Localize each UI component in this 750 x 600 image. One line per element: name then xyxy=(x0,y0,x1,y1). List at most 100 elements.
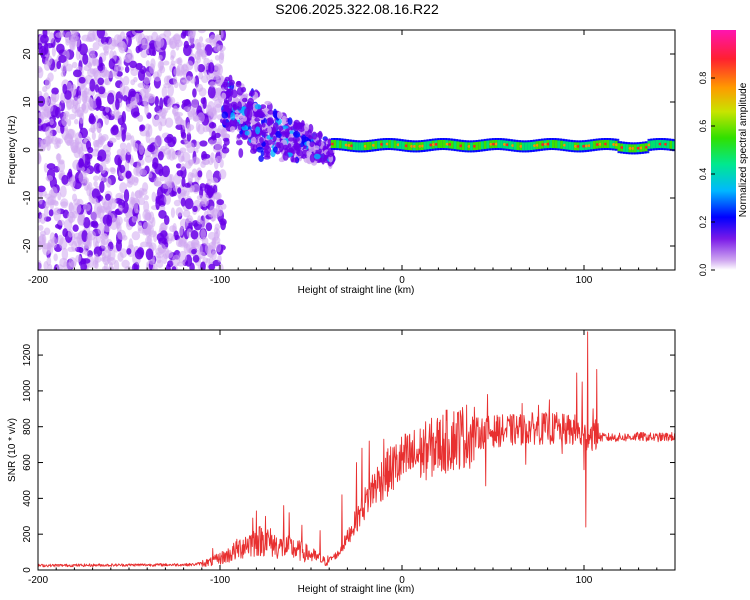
spectrogram-transition-blob xyxy=(301,153,307,159)
spectrogram-noise-blob xyxy=(71,30,78,37)
spectrogram-carrier-body xyxy=(369,141,374,150)
spectrogram-noise-blob xyxy=(118,204,123,211)
spectrogram-noise-blob xyxy=(57,138,63,145)
spectrogram-noise-blob xyxy=(107,248,116,261)
spectrogram-transition-blob xyxy=(292,136,300,143)
spectrogram-carrier-body xyxy=(341,140,347,149)
spectrogram-noise-blob xyxy=(207,231,217,240)
spectrogram-carrier-body xyxy=(500,140,505,149)
spectrogram-noise-blob xyxy=(175,124,184,130)
spectrogram-noise-blob xyxy=(87,30,96,42)
spectrogram-noise-blob xyxy=(47,109,52,119)
spectrogram-noise-blob xyxy=(211,250,217,261)
spectrogram-noise-blob xyxy=(184,198,194,210)
spectrogram-noise-blob xyxy=(175,163,182,169)
spectrogram-noise-blob xyxy=(129,60,138,69)
spectrogram-noise-blob xyxy=(192,254,200,263)
spectrogram-y-axis-label: Frequency (Hz) xyxy=(7,116,18,185)
spectrogram-noise-blob xyxy=(219,158,224,168)
spectrogram-carrier-body xyxy=(549,140,554,149)
spectrogram-noise-blob xyxy=(43,261,49,270)
spectrogram-noise-blob xyxy=(165,263,171,270)
spectrogram-noise-blob xyxy=(110,125,119,136)
spectrogram-noise-blob xyxy=(155,115,161,121)
spectrogram-noise-blob xyxy=(116,71,123,77)
spectrogram-carrier-body xyxy=(333,140,339,149)
spectrogram-noise-blob xyxy=(106,214,113,227)
spectrogram-noise-blob xyxy=(145,212,152,222)
spectrogram-noise-blob xyxy=(93,122,100,130)
snr-x-tick-label: -200 xyxy=(28,575,48,586)
spectrogram-noise-blob xyxy=(59,185,67,198)
spectrogram-noise-blob xyxy=(67,229,73,238)
colorbar-tick-label: 0.2 xyxy=(698,216,708,229)
spectrogram-noise-blob xyxy=(154,76,161,82)
spectrogram-noise-blob xyxy=(84,249,89,256)
spectrogram-noise-blob xyxy=(138,197,146,206)
spectrogram-noise-blob xyxy=(44,77,51,90)
spectrogram-noise-blob xyxy=(48,32,55,44)
spectrogram-carrier-body xyxy=(622,143,628,152)
spectrogram-noise-blob xyxy=(209,81,217,88)
spectrogram-noise-blob xyxy=(72,69,82,78)
spectrogram-noise-blob xyxy=(160,230,168,238)
spectrogram-noise-blob xyxy=(101,197,106,206)
spectrogram-noise-blob xyxy=(144,85,149,99)
spectrogram-noise-blob xyxy=(113,260,120,270)
spectrogram-carrier-body xyxy=(464,142,470,151)
spectrogram-carrier-body xyxy=(470,142,475,151)
spectrogram-carrier-body xyxy=(360,142,366,151)
spectrogram-noise-blob xyxy=(170,207,176,218)
spectrogram-noise-blob xyxy=(83,96,93,102)
spectrogram-noise-blob xyxy=(111,197,117,204)
spectrogram-transition-blob xyxy=(239,118,244,125)
spectrogram-carrier-body xyxy=(560,140,565,149)
spectrogram-noise-blob xyxy=(145,60,150,68)
spectrogram-carrier-body xyxy=(478,141,483,150)
spectrogram-noise-blob xyxy=(104,78,109,85)
spectrogram-transition-blob xyxy=(258,155,264,163)
spectrogram-carrier-body xyxy=(415,142,420,151)
spectrogram-noise-blob xyxy=(75,141,84,155)
spectrogram-noise-blob xyxy=(67,211,76,223)
snr-y-tick-label: 1000 xyxy=(22,379,33,402)
spectrogram-noise-blob xyxy=(144,103,149,116)
colorbar-tick-label: 0.0 xyxy=(698,264,708,277)
spectrogram-noise-blob xyxy=(60,92,65,104)
spectrogram-transition-blob xyxy=(241,97,248,103)
spectrogram-noise-blob xyxy=(61,247,69,261)
spectrogram-carrier-body xyxy=(516,142,521,151)
spectrogram-noise-blob xyxy=(205,37,214,44)
spectrogram-noise-blob xyxy=(108,58,116,70)
spectrogram-noise-blob xyxy=(206,257,211,264)
spectrogram-noise-blob xyxy=(87,181,93,191)
spectrogram-noise-blob xyxy=(131,231,141,241)
spectrogram-noise-blob xyxy=(157,151,164,161)
spectrogram-noise-blob xyxy=(139,129,148,137)
spectrogram-y-tick-label: 20 xyxy=(22,48,33,60)
spectrogram-marks xyxy=(38,30,675,270)
spectrogram-noise-blob xyxy=(156,259,164,269)
spectrogram-noise-blob xyxy=(157,243,166,254)
spectrogram-noise-blob xyxy=(194,38,201,50)
spectrogram-noise-blob xyxy=(171,190,177,197)
spectrogram-noise-blob xyxy=(191,248,197,255)
spectrogram-noise-blob xyxy=(199,140,208,147)
spectrogram-noise-blob xyxy=(122,75,130,86)
spectrogram-noise-blob xyxy=(180,197,186,207)
spectrogram-noise-blob xyxy=(47,263,53,270)
spectrogram-noise-blob xyxy=(213,157,219,170)
spectrogram-noise-blob xyxy=(75,254,82,263)
spectrogram-noise-blob xyxy=(133,76,138,83)
spectrogram-noise-blob xyxy=(119,164,126,174)
spectrogram-noise-blob xyxy=(43,136,53,145)
spectrogram-carrier-body xyxy=(437,140,442,149)
spectrogram-noise-blob xyxy=(158,168,164,177)
spectrogram-noise-blob xyxy=(95,37,101,43)
spectrogram-transition-blob xyxy=(306,140,311,147)
spectrogram-transition-blob xyxy=(304,123,310,132)
spectrogram-noise-blob xyxy=(69,137,74,147)
spectrogram-noise-blob xyxy=(56,43,65,54)
spectrogram-noise-blob xyxy=(208,257,214,266)
